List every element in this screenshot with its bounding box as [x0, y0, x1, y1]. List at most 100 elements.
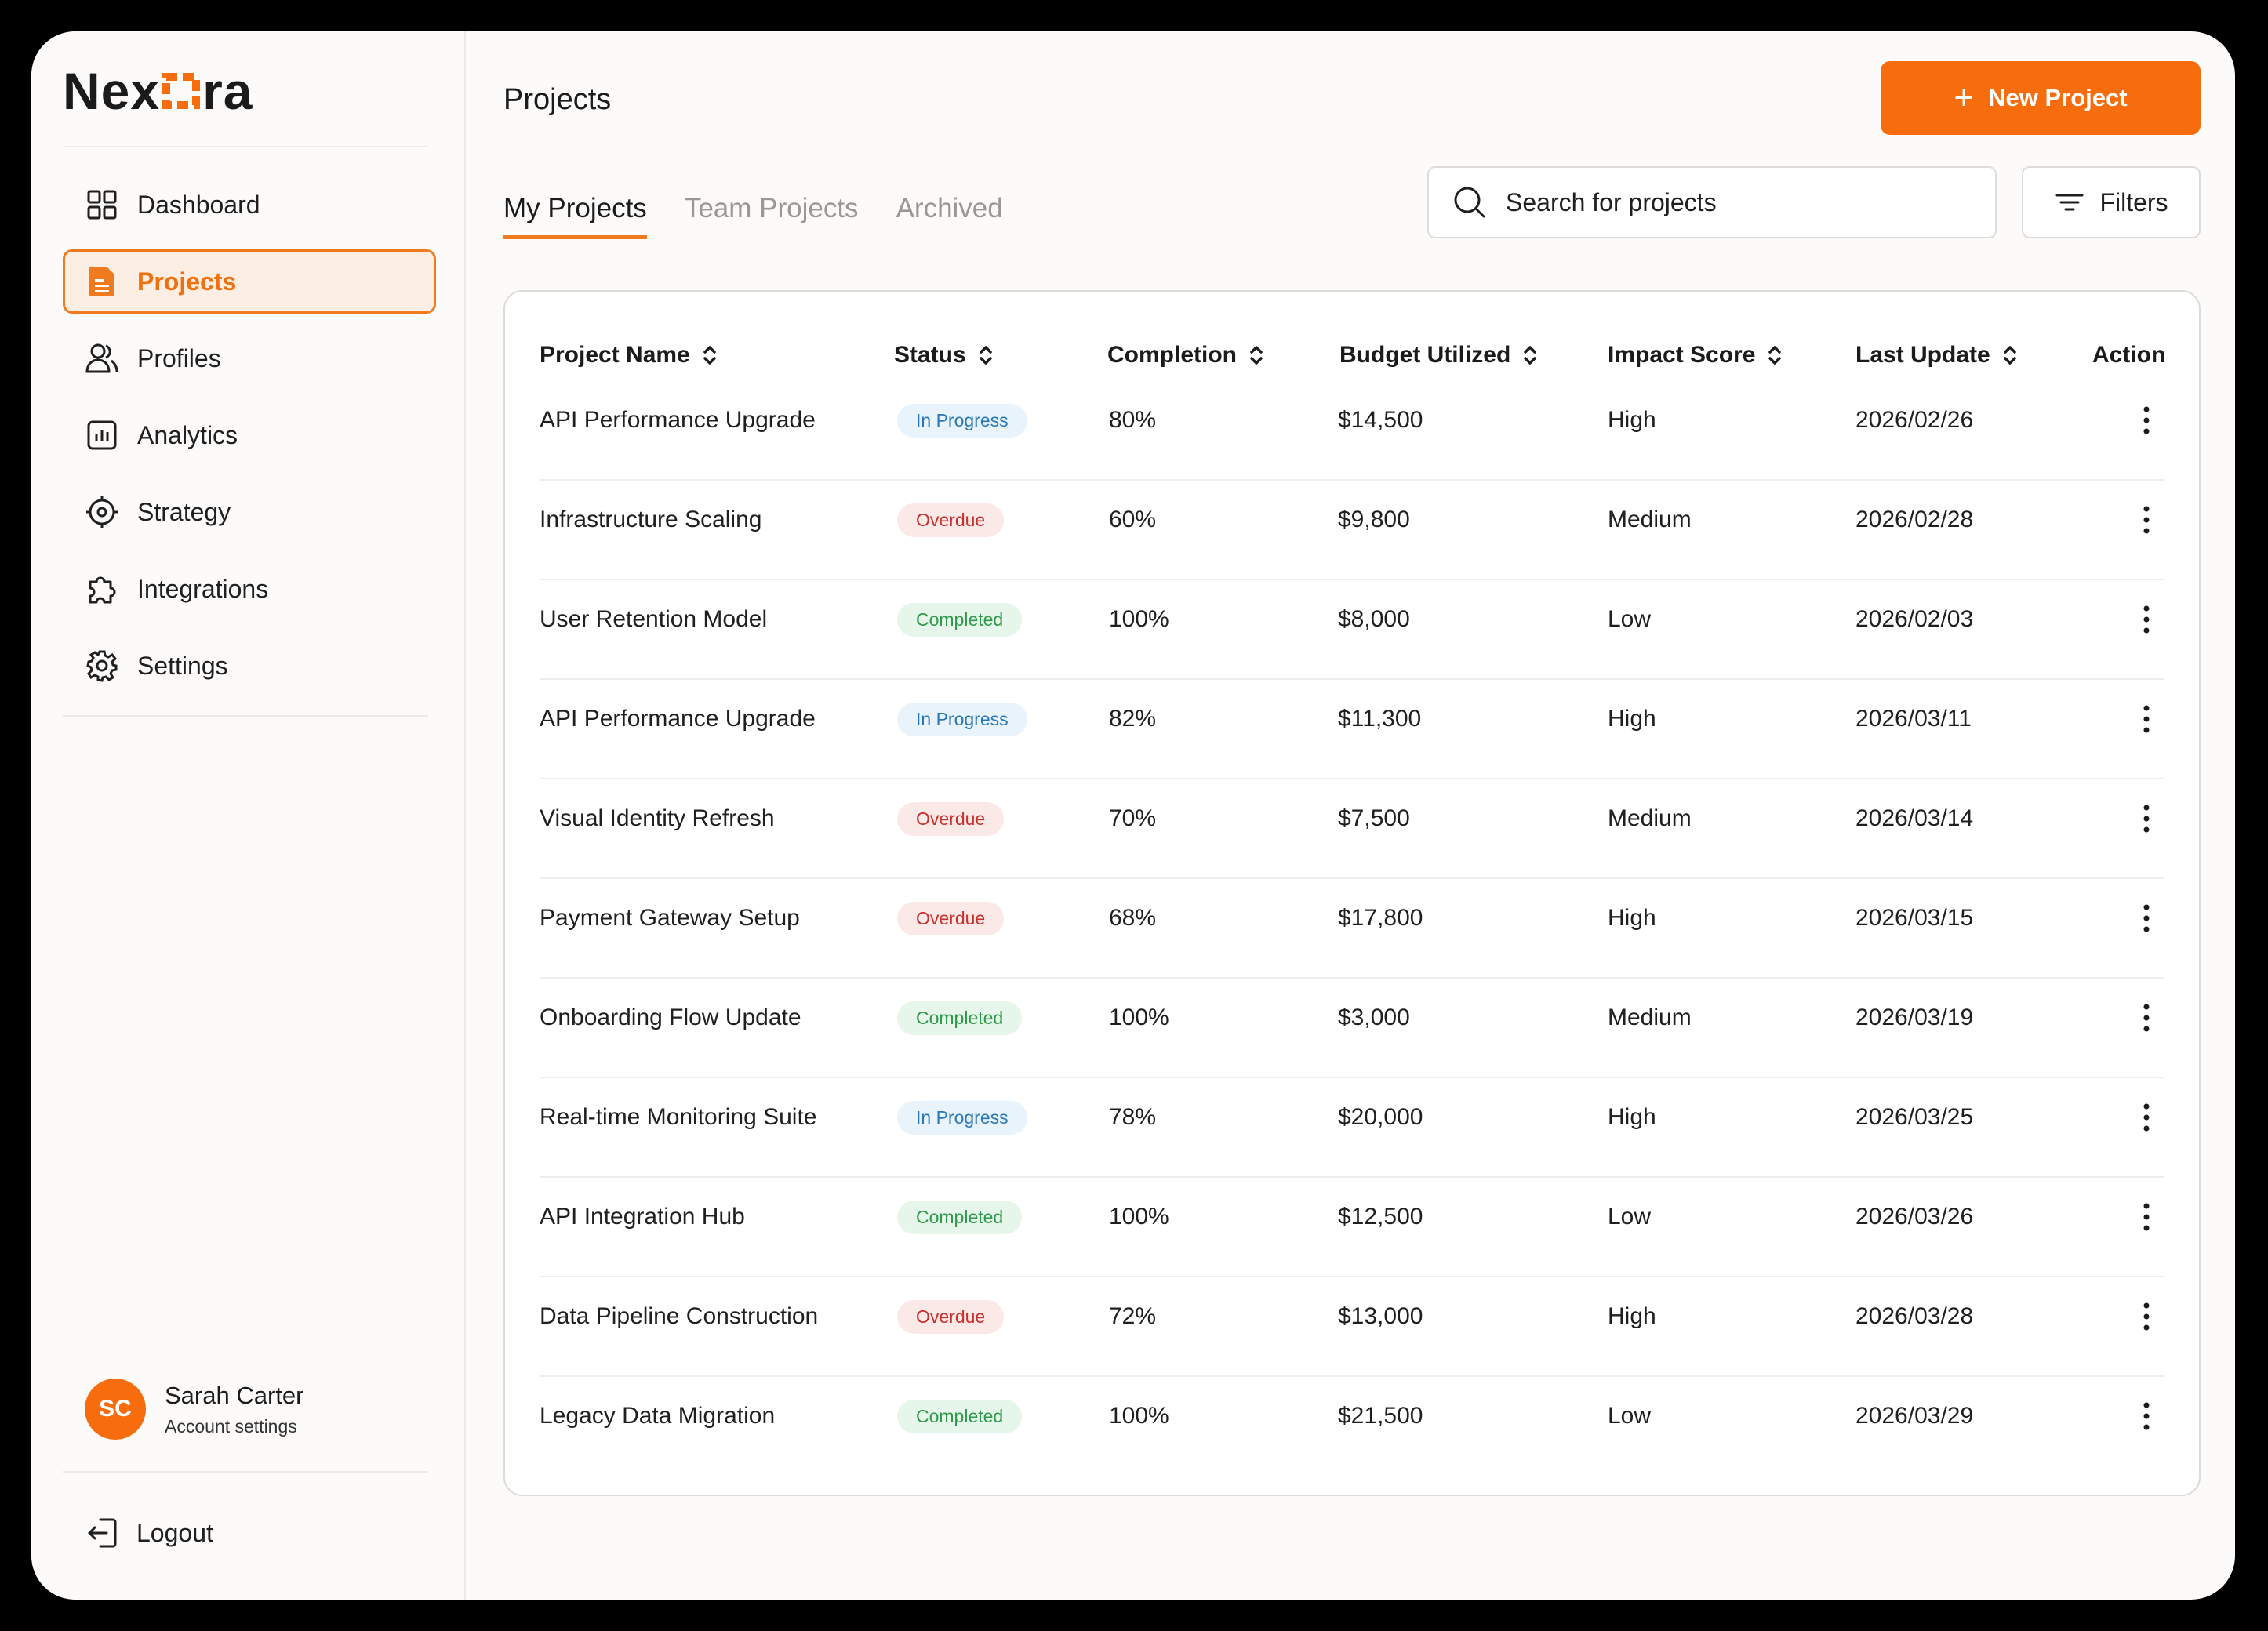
logout-button[interactable]: Logout: [85, 1515, 213, 1551]
cell-status: Completed: [897, 1178, 1023, 1256]
more-vertical-icon: [2143, 605, 2150, 634]
sidebar-item-projects[interactable]: Projects: [63, 249, 436, 314]
status-badge: In Progress: [897, 1100, 1027, 1135]
row-actions-button[interactable]: [2141, 979, 2152, 1057]
row-actions-button[interactable]: [2141, 680, 2152, 758]
cell-completion: 100%: [1109, 1004, 1169, 1030]
tab-my-projects[interactable]: My Projects: [503, 193, 647, 239]
logout-icon: [88, 1518, 117, 1548]
row-actions-button[interactable]: [2141, 1078, 2152, 1157]
cell-completion: 72%: [1109, 1303, 1157, 1329]
users-icon: [85, 342, 118, 375]
cell-completion: 100%: [1109, 1403, 1169, 1429]
row-actions-button[interactable]: [2141, 779, 2152, 858]
sidebar-item-label: Profiles: [137, 343, 221, 372]
table-row[interactable]: User Retention Model Completed 100% $8,000 L…: [540, 580, 2164, 680]
sidebar: Nex ra Dashboard: [31, 31, 466, 1600]
table-row[interactable]: Legacy Data Migration Completed 100% $21,50…: [540, 1377, 2164, 1475]
sort-icon[interactable]: [1248, 343, 1265, 368]
cell-impact-score: High: [1608, 1303, 1656, 1329]
cell-project-name: Onboarding Flow Update: [540, 1004, 801, 1030]
table-row[interactable]: API Performance Upgrade In Progress 80% $14…: [540, 381, 2164, 481]
column-header-project-name[interactable]: Project Name: [540, 342, 718, 369]
table-row[interactable]: Visual Identity Refresh Overdue 70% $7,500 M…: [540, 779, 2164, 879]
bar-chart-icon: [85, 419, 118, 452]
status-badge: Completed: [897, 1399, 1023, 1433]
column-header-budget-utilized[interactable]: Budget Utilized: [1339, 342, 1539, 369]
table-row[interactable]: Payment Gateway Setup Overdue 68% $17,800 Hi…: [540, 879, 2164, 979]
table-body: API Performance Upgrade In Progress 80% $14…: [540, 381, 2164, 1475]
cell-project-name: Payment Gateway Setup: [540, 905, 800, 931]
brand-logo[interactable]: Nex ra: [63, 61, 253, 121]
filters-button[interactable]: Filters: [2022, 166, 2201, 238]
sidebar-divider: [63, 146, 428, 147]
table-row[interactable]: Infrastructure Scaling Overdue 60% $9,800 Me…: [540, 481, 2164, 580]
cell-last-update: 2026/03/28: [1855, 1303, 1974, 1329]
status-badge: Overdue: [897, 503, 1005, 537]
row-actions-button[interactable]: [2141, 1178, 2152, 1256]
sidebar-item-settings[interactable]: Settings: [63, 634, 436, 698]
row-actions-button[interactable]: [2141, 879, 2152, 957]
status-badge: Completed: [897, 1001, 1023, 1035]
user-profile[interactable]: SC Sarah Carter Account settings: [85, 1379, 303, 1440]
more-vertical-icon: [2143, 1203, 2150, 1231]
status-badge: In Progress: [897, 403, 1027, 438]
row-actions-button[interactable]: [2141, 1377, 2152, 1455]
more-vertical-icon: [2143, 506, 2150, 534]
search-box[interactable]: [1427, 166, 1997, 238]
table-row[interactable]: API Performance Upgrade In Progress 82% $11…: [540, 680, 2164, 779]
cell-status: In Progress: [897, 1078, 1027, 1157]
row-actions-button[interactable]: [2141, 481, 2152, 559]
target-icon: [85, 496, 118, 529]
sort-icon[interactable]: [2001, 343, 2019, 368]
sidebar-item-dashboard[interactable]: Dashboard: [63, 173, 436, 237]
more-vertical-icon: [2143, 705, 2150, 733]
sort-icon[interactable]: [701, 343, 718, 368]
sidebar-item-profiles[interactable]: Profiles: [63, 326, 436, 390]
tab-team-projects[interactable]: Team Projects: [684, 193, 859, 223]
row-actions-button[interactable]: [2141, 381, 2152, 460]
status-badge: Overdue: [897, 1299, 1005, 1334]
more-vertical-icon: [2143, 406, 2150, 434]
cell-status: In Progress: [897, 680, 1027, 758]
account-settings-link[interactable]: Account settings: [165, 1415, 297, 1437]
sidebar-item-integrations[interactable]: Integrations: [63, 557, 436, 621]
status-badge: In Progress: [897, 702, 1027, 736]
sort-icon[interactable]: [1521, 343, 1539, 368]
cell-status: Overdue: [897, 1277, 1005, 1356]
column-header-label: Last Update: [1855, 342, 1990, 368]
cell-impact-score: Medium: [1608, 507, 1692, 532]
column-header-completion[interactable]: Completion: [1107, 342, 1265, 369]
new-project-button[interactable]: + New Project: [1881, 61, 2201, 135]
sort-icon[interactable]: [977, 343, 994, 368]
table-row[interactable]: Data Pipeline Construction Overdue 72% $13,…: [540, 1277, 2164, 1377]
column-header-label: Project Name: [540, 342, 690, 368]
sidebar-divider: [63, 715, 428, 717]
sidebar-item-analytics[interactable]: Analytics: [63, 403, 436, 467]
column-header-label: Status: [894, 342, 966, 368]
cell-completion: 70%: [1109, 805, 1157, 831]
sort-icon[interactable]: [1766, 343, 1783, 368]
cell-completion: 100%: [1109, 606, 1169, 632]
column-header-status[interactable]: Status: [894, 342, 994, 369]
row-actions-button[interactable]: [2141, 580, 2152, 659]
row-actions-button[interactable]: [2141, 1277, 2152, 1356]
column-header-last-update[interactable]: Last Update: [1855, 342, 2019, 369]
cell-project-name: API Performance Upgrade: [540, 706, 816, 732]
table-row[interactable]: API Integration Hub Completed 100% $12,500 L…: [540, 1178, 2164, 1277]
table-row[interactable]: Real-time Monitoring Suite In Progress 78%…: [540, 1078, 2164, 1178]
sidebar-nav: Dashboard Projects: [63, 173, 436, 710]
status-badge: Overdue: [897, 801, 1005, 836]
column-header-impact-score[interactable]: Impact Score: [1608, 342, 1783, 369]
table-row[interactable]: Onboarding Flow Update Completed 100% $3,00…: [540, 979, 2164, 1078]
avatar: SC: [85, 1379, 146, 1440]
new-project-label: New Project: [1988, 84, 2128, 111]
cell-project-name: API Performance Upgrade: [540, 407, 816, 433]
app-window: Nex ra Dashboard: [31, 31, 2235, 1600]
search-input[interactable]: [1504, 187, 1946, 218]
sidebar-item-strategy[interactable]: Strategy: [63, 480, 436, 544]
cell-impact-score: Low: [1608, 1403, 1652, 1429]
gear-icon: [85, 649, 118, 682]
tab-archived[interactable]: Archived: [896, 193, 1003, 223]
cell-impact-score: High: [1608, 407, 1656, 433]
